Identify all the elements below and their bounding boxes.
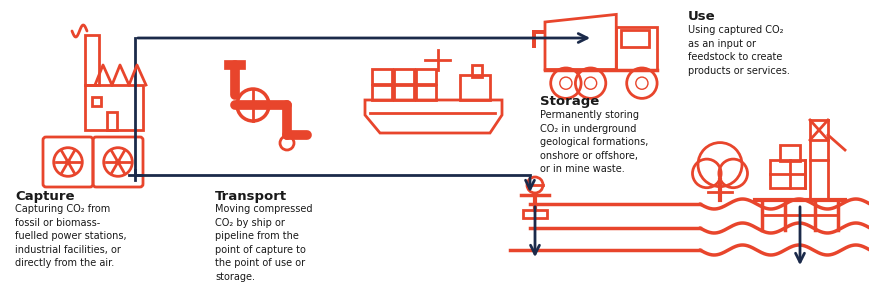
Bar — [107, 112, 116, 130]
Bar — [92, 97, 101, 106]
Text: Storage: Storage — [540, 95, 599, 108]
Text: Moving compressed
CO₂ by ship or
pipeline from the
point of capture to
the point: Moving compressed CO₂ by ship or pipelin… — [215, 204, 312, 282]
Bar — [372, 85, 392, 100]
Bar — [779, 145, 799, 161]
Bar — [472, 65, 481, 77]
Text: Permanently storing
CO₂ in underground
geological formations,
onshore or offshor: Permanently storing CO₂ in underground g… — [540, 110, 647, 174]
Bar — [769, 160, 804, 188]
Text: Capturing CO₂ from
fossil or biomass-
fuelled power stations,
industrial facilit: Capturing CO₂ from fossil or biomass- fu… — [15, 204, 127, 268]
Circle shape — [66, 160, 70, 164]
Bar — [372, 69, 392, 84]
Bar — [460, 75, 489, 100]
Text: Using captured CO₂
as an input or
feedstock to create
products or services.: Using captured CO₂ as an input or feedst… — [687, 25, 789, 76]
Bar — [394, 85, 414, 100]
Bar — [415, 85, 435, 100]
Bar — [522, 210, 547, 218]
Text: Capture: Capture — [15, 190, 75, 203]
Text: Use: Use — [687, 10, 715, 23]
Bar — [394, 69, 414, 84]
Bar — [415, 69, 435, 84]
Circle shape — [116, 160, 120, 164]
Text: Transport: Transport — [215, 190, 287, 203]
Bar — [620, 29, 649, 47]
Bar — [85, 35, 99, 85]
Bar — [85, 85, 143, 130]
